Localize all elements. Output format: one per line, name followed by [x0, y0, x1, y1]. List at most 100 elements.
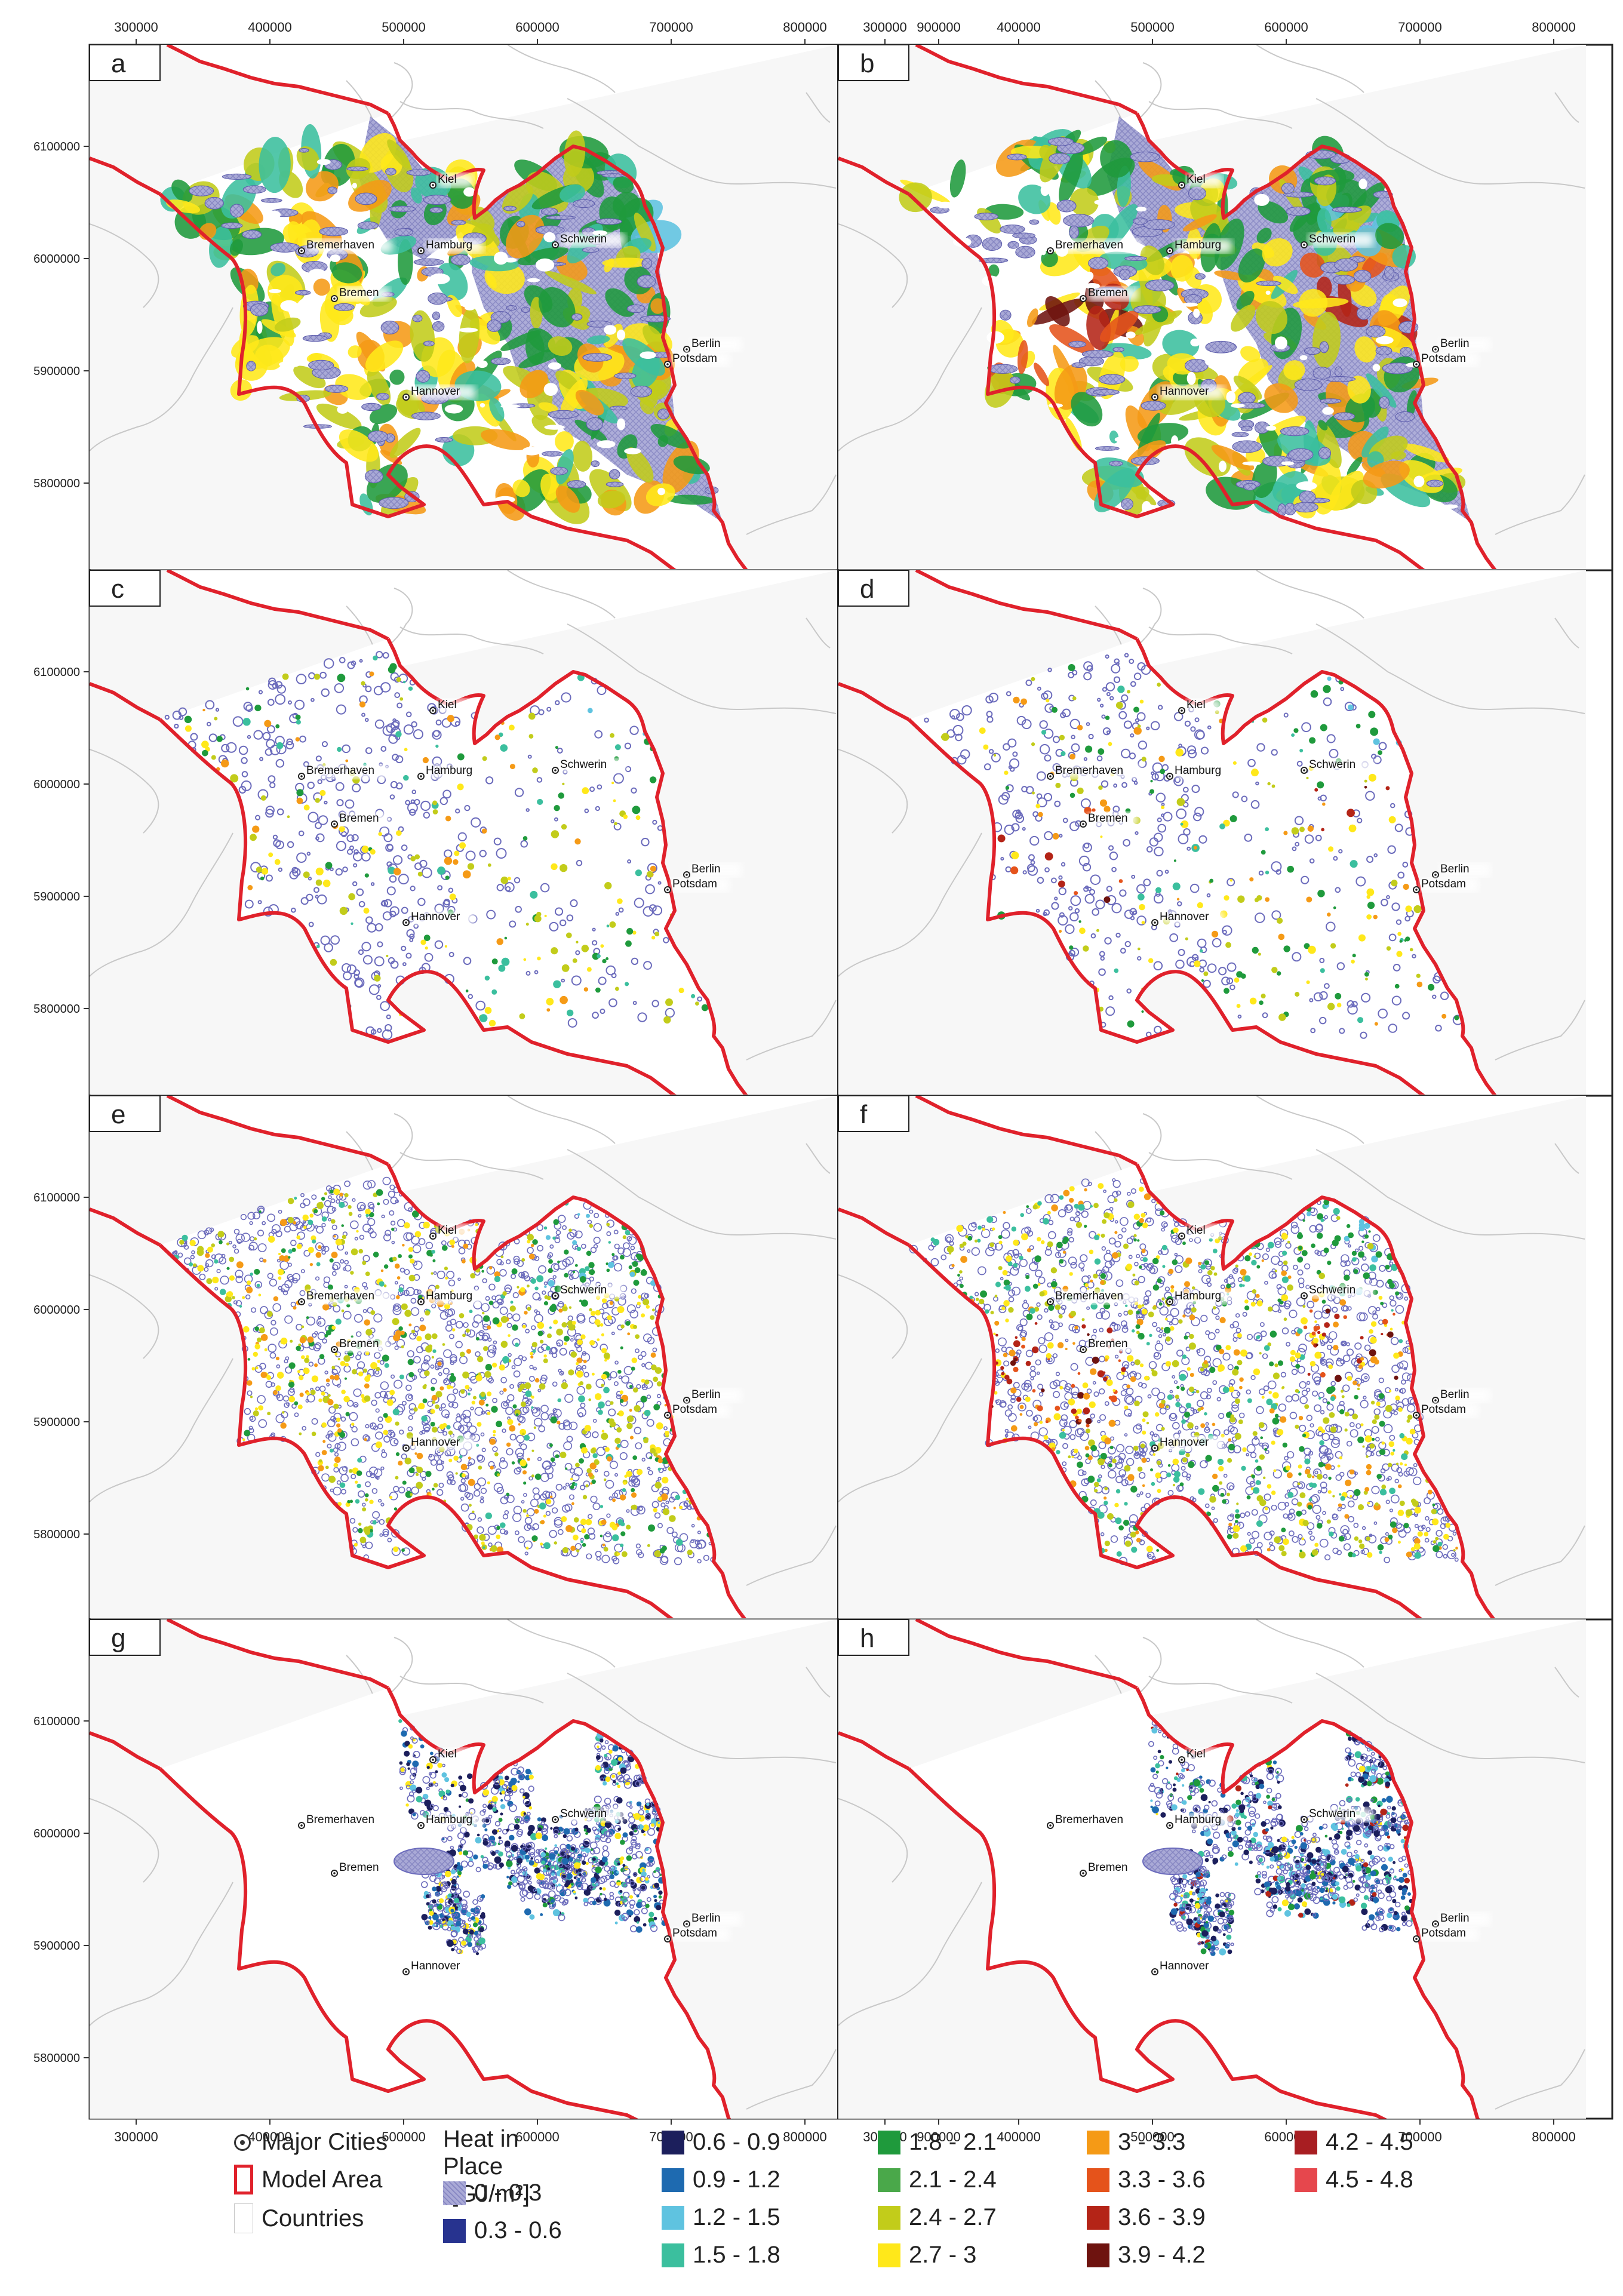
heat-spot	[579, 1299, 582, 1302]
heat-spot	[1058, 880, 1065, 888]
heat-spot-low	[265, 809, 274, 818]
heat-spot-low	[557, 1215, 566, 1223]
heat-spot	[539, 1339, 544, 1344]
heat-spot-low	[663, 1426, 668, 1431]
heat-spot	[625, 1320, 631, 1326]
heat-spot-low	[281, 1288, 285, 1293]
heat-spot	[460, 1464, 468, 1471]
heat-spot-low	[257, 1243, 267, 1252]
heat-spot	[1252, 946, 1259, 954]
heat-spot-low	[450, 1479, 456, 1486]
heat-spot	[614, 822, 617, 826]
heat-spot-low	[1035, 1270, 1043, 1278]
heat-spot	[356, 1470, 362, 1476]
heat-spot-low	[1096, 1312, 1103, 1320]
heat-spot	[1058, 930, 1062, 933]
heat-blob	[1135, 487, 1149, 500]
heat-spot-low	[1319, 991, 1328, 1000]
heat-spot	[1328, 846, 1334, 852]
heat-spot	[492, 1317, 500, 1324]
heat-spot	[254, 704, 262, 712]
heat-spot-low	[1294, 816, 1304, 825]
heat-spot-low	[624, 742, 632, 749]
heat-spot	[650, 865, 656, 872]
heat-spot-low	[1207, 963, 1217, 973]
heat-spot	[626, 1415, 634, 1422]
heat-spot-low	[547, 1473, 554, 1479]
heat-spot	[442, 1423, 447, 1428]
heat-spot-low	[1292, 952, 1302, 962]
model-area-outline	[915, 570, 1138, 641]
heat-spot-low	[401, 844, 408, 852]
heat-spot-low	[413, 729, 423, 740]
heat-spot	[617, 898, 623, 904]
city-label: Schwerin	[560, 1284, 607, 1296]
heat-spot-low	[174, 723, 179, 729]
heat-spot-low	[272, 1303, 281, 1312]
heat-spot-low	[1361, 992, 1371, 1003]
heat-spot	[344, 1193, 349, 1198]
heat-spot	[379, 1281, 385, 1287]
heat-spot-low	[383, 1233, 391, 1241]
heat-spot-low	[247, 734, 251, 739]
heat-spot-low	[396, 702, 403, 709]
heat-spot	[571, 1320, 576, 1325]
heat-spot-low	[652, 1347, 657, 1353]
heat-spot-low	[540, 1493, 547, 1501]
heat-spot-low	[236, 1238, 242, 1244]
heat-spot	[259, 1327, 265, 1333]
heat-spot-low	[407, 1207, 413, 1212]
heat-spot	[565, 1524, 573, 1532]
heat-spot-low	[1258, 870, 1264, 876]
heat-spot-low	[1212, 1358, 1222, 1367]
heat-spot-low	[513, 1408, 522, 1417]
heat-spot-low	[1378, 1009, 1388, 1019]
heat-spot-low	[554, 817, 558, 822]
heat-spot-low	[266, 725, 275, 734]
heat-blob	[1000, 225, 1025, 234]
heat-spot	[544, 1295, 549, 1299]
heat-spot-low	[354, 1237, 358, 1241]
heat-spot-low	[437, 1455, 441, 1459]
heat-spot-low	[1106, 730, 1111, 734]
heat-spot	[457, 783, 464, 791]
heat-spot	[401, 1548, 405, 1552]
heat-spot	[293, 1306, 297, 1310]
heat-spot	[530, 1351, 533, 1356]
city-label: Schwerin	[1309, 233, 1355, 245]
heat-spot-low	[945, 1234, 954, 1243]
heat-spot-low	[587, 1219, 592, 1225]
country-border	[746, 474, 837, 535]
heat-spot-low	[1339, 1471, 1345, 1477]
heat-spot	[454, 850, 460, 856]
y-tick-label: 6100000	[33, 1191, 80, 1204]
heat-spot-low	[1373, 1521, 1378, 1525]
heat-spot-low	[1113, 783, 1118, 788]
heat-spot	[1141, 1010, 1144, 1013]
city-label: Kiel	[438, 1224, 457, 1237]
heat-spot-low	[1139, 1491, 1144, 1495]
heat-spot	[601, 1433, 608, 1440]
heat-spot-low	[613, 822, 622, 831]
city-label: Bremerhaven	[1055, 239, 1123, 251]
heat-spot-low	[1172, 1375, 1176, 1379]
heat-gap	[1190, 338, 1200, 347]
heat-spot-low	[1178, 743, 1182, 748]
heat-spot	[1355, 723, 1361, 729]
heat-spot-low	[449, 1333, 454, 1339]
heat-spot	[580, 1519, 587, 1526]
heat-spot-low	[1084, 893, 1095, 904]
heat-spot	[568, 1369, 574, 1376]
heat-spot-low	[389, 1437, 399, 1447]
heat-blob	[1071, 392, 1103, 427]
city-label: Bremen	[1088, 287, 1128, 299]
heat-spot	[565, 932, 572, 939]
heat-spot-low	[1318, 1391, 1325, 1398]
heat-spot	[610, 733, 615, 738]
heat-spot-low	[1361, 1526, 1366, 1530]
heat-spot	[1399, 940, 1403, 943]
heat-spot-low	[657, 881, 662, 885]
heat-spot	[1201, 979, 1204, 982]
heat-spot	[579, 1276, 586, 1283]
heat-spot	[275, 1385, 281, 1391]
